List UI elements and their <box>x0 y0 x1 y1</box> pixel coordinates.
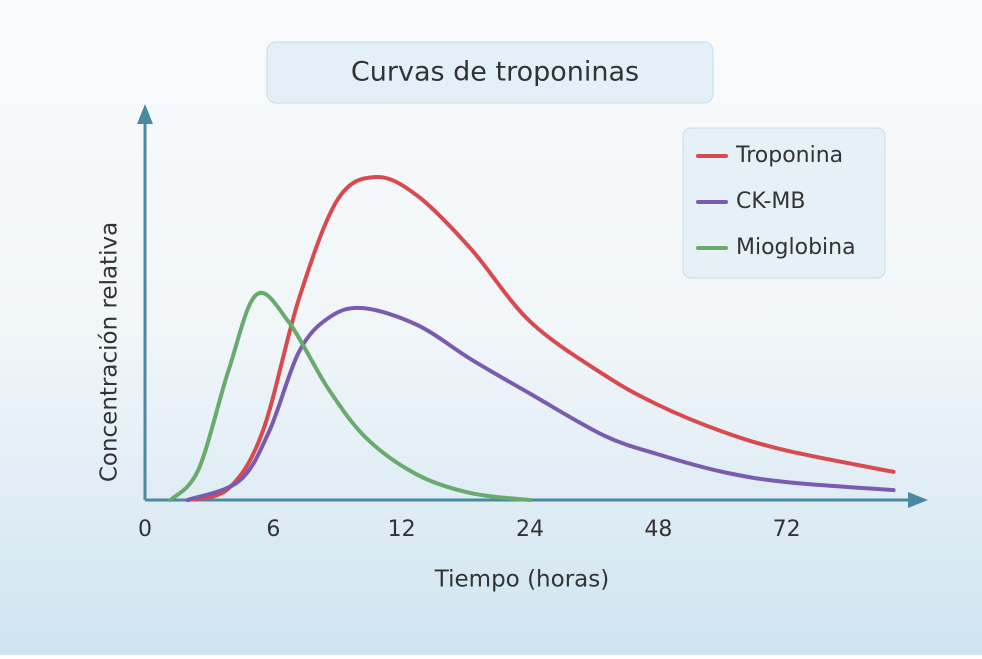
y-axis-arrow <box>137 104 153 124</box>
legend-box <box>682 127 886 279</box>
x-tick-label: 72 <box>773 517 801 542</box>
x-axis-arrow <box>908 492 928 508</box>
chart-title: Curvas de troponinas <box>351 57 639 88</box>
x-tick-label: 6 <box>266 517 280 542</box>
legend-label: Troponina <box>735 143 843 168</box>
title-box <box>266 41 714 104</box>
line-1 <box>185 305 896 502</box>
legend-label: Mioglobina <box>736 235 856 260</box>
legend-label: CK-MB <box>736 189 806 214</box>
x-tick-label: 48 <box>644 517 672 542</box>
x-tick-label: 24 <box>516 517 544 542</box>
line-2 <box>168 290 532 502</box>
line-0 <box>185 174 896 502</box>
x-tick-label: 12 <box>388 517 416 542</box>
y-axis-label: Concentración relativa <box>97 222 123 482</box>
x-axis-label: Tiempo (horas) <box>434 567 609 593</box>
x-tick-label: 0 <box>138 517 152 542</box>
